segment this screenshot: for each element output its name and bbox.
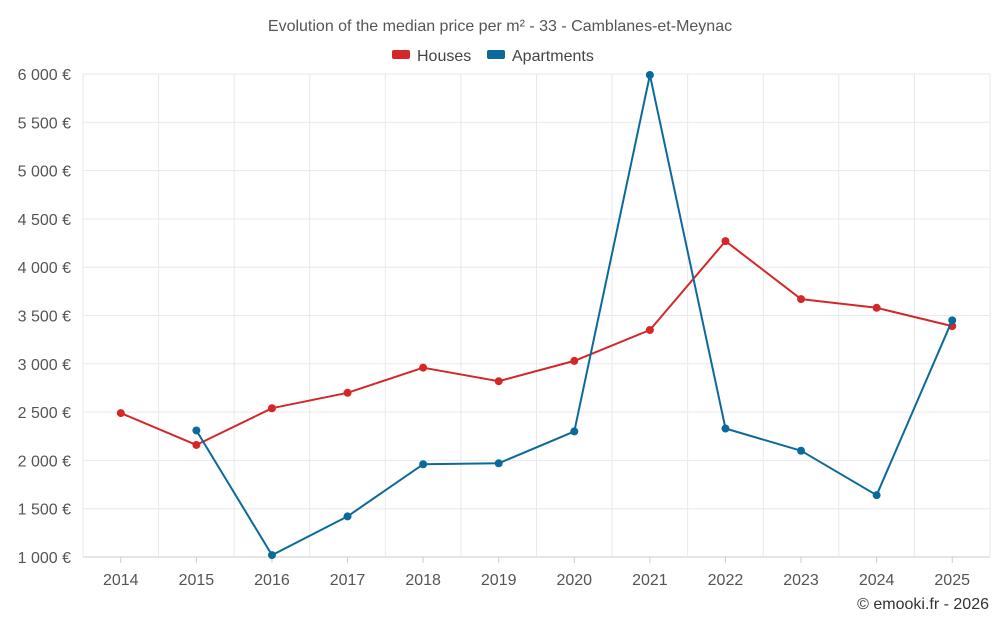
x-tick-label: 2015 (179, 572, 215, 589)
x-tick-label: 2018 (405, 572, 441, 589)
y-tick-label: 6 000 € (18, 67, 71, 84)
series-houses (116, 237, 957, 449)
data-point-houses-2022[interactable] (721, 237, 730, 246)
x-axis: 2014 2015 2016 2017 2018 2019 2020 2021 2022 2023… (103, 557, 970, 589)
legend-label-houses: Houses (417, 48, 471, 65)
data-point-apartments-2022[interactable] (721, 424, 730, 433)
data-point-apartments-2025[interactable] (948, 316, 957, 325)
y-tick-label: 1 000 € (18, 550, 71, 567)
y-tick-label: 5 500 € (18, 115, 71, 132)
grid (82, 73, 991, 558)
x-tick-label: 2021 (632, 572, 668, 589)
data-point-apartments-2020[interactable] (570, 427, 579, 436)
data-point-apartments-2015[interactable] (192, 426, 201, 435)
data-point-apartments-2016[interactable] (267, 551, 276, 560)
legend-label-apartments: Apartments (512, 48, 594, 65)
x-tick-label: 2022 (708, 572, 744, 589)
x-tick-label: 2024 (859, 572, 895, 589)
data-point-houses-2016[interactable] (267, 404, 276, 413)
chart-title: Evolution of the median price per m² - 3… (268, 18, 732, 35)
data-point-apartments-2017[interactable] (343, 512, 352, 521)
x-tick-label: 2025 (934, 572, 970, 589)
data-point-houses-2018[interactable] (419, 363, 428, 372)
data-point-apartments-2018[interactable] (419, 460, 428, 469)
data-point-apartments-2019[interactable] (494, 459, 503, 468)
data-point-apartments-2021[interactable] (645, 70, 654, 79)
data-point-houses-2017[interactable] (343, 388, 352, 397)
data-point-houses-2020[interactable] (570, 356, 579, 365)
data-point-houses-2019[interactable] (494, 377, 503, 386)
y-tick-label: 3 000 € (18, 357, 71, 374)
y-tick-label: 2 000 € (18, 453, 71, 470)
series-line-houses (120, 240, 953, 446)
data-point-houses-2023[interactable] (797, 295, 806, 304)
x-tick-label: 2019 (481, 572, 517, 589)
data-point-apartments-2024[interactable] (872, 491, 881, 500)
credit-text: © emooki.fr - 2026 (857, 596, 989, 613)
legend: Houses Apartments (392, 48, 594, 65)
x-tick-label: 2023 (783, 572, 819, 589)
legend-item-houses[interactable]: Houses (392, 48, 471, 65)
series (116, 70, 957, 560)
y-tick-label: 3 500 € (18, 309, 71, 326)
y-tick-label: 5 000 € (18, 164, 71, 181)
legend-swatch-apartments (487, 50, 505, 59)
legend-swatch-houses (392, 50, 410, 59)
y-tick-label: 4 500 € (18, 212, 71, 229)
y-tick-label: 1 500 € (18, 502, 71, 519)
x-tick-label: 2020 (556, 572, 592, 589)
y-tick-label: 4 000 € (18, 260, 71, 277)
x-tick-label: 2016 (254, 572, 290, 589)
data-point-houses-2015[interactable] (192, 440, 201, 449)
y-axis: 1 000 € 1 500 € 2 000 € 2 500 € 3 000 € 3 500… (18, 67, 71, 567)
legend-item-apartments[interactable]: Apartments (487, 48, 594, 65)
x-tick-label: 2014 (103, 572, 139, 589)
data-point-houses-2021[interactable] (645, 325, 654, 334)
series-apartments (192, 70, 957, 560)
x-tick-label: 2017 (330, 572, 366, 589)
y-tick-label: 2 500 € (18, 405, 71, 422)
data-point-houses-2024[interactable] (872, 303, 881, 312)
data-point-houses-2014[interactable] (116, 409, 125, 418)
data-point-apartments-2023[interactable] (797, 446, 806, 455)
